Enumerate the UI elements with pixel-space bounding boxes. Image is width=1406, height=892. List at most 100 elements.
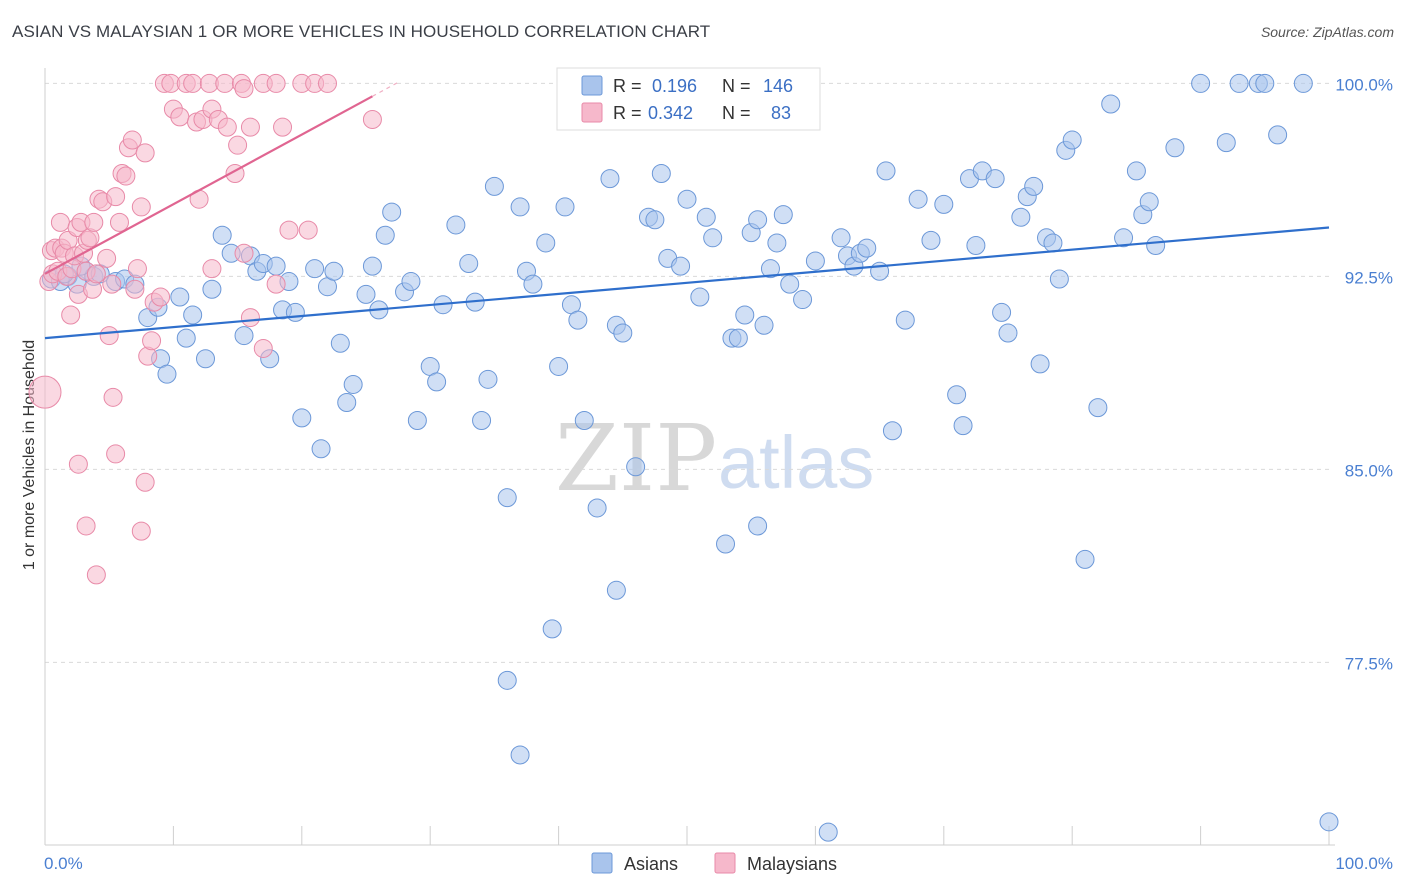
malay-point-22 xyxy=(84,212,104,232)
asian-point-102 xyxy=(876,161,896,181)
malay-point-36 xyxy=(127,259,147,279)
asian-point-55 xyxy=(478,369,498,389)
asian-point-72 xyxy=(626,457,646,477)
asian-point-60 xyxy=(523,274,543,294)
asian-point-28 xyxy=(266,256,286,276)
asian-point-74 xyxy=(645,210,665,230)
asian-point-140 xyxy=(1319,812,1339,832)
malay-point-55 xyxy=(215,73,235,93)
asian-point-34 xyxy=(311,439,331,459)
asian-point-127 xyxy=(1101,94,1121,114)
chart-title: ASIAN VS MALAYSIAN 1 OR MORE VEHICLES IN… xyxy=(12,22,711,41)
asian-point-32 xyxy=(292,408,312,428)
x-tick-label-max: 100.0% xyxy=(1335,854,1393,873)
malay-point-70 xyxy=(106,444,126,464)
y-tick-label-2: 92.5% xyxy=(1345,268,1393,287)
malay-point-48 xyxy=(183,73,203,93)
bottom-legend-malay-label: Malaysians xyxy=(747,854,837,874)
y-tick-label-0: 77.5% xyxy=(1345,654,1393,673)
asian-point-92 xyxy=(780,274,800,294)
asian-point-105 xyxy=(908,189,928,209)
legend-asian-r-value: 0.196 xyxy=(652,76,697,96)
asian-point-84 xyxy=(728,328,748,348)
asian-point-78 xyxy=(677,189,697,209)
asian-point-33 xyxy=(305,259,325,279)
asian-point-21 xyxy=(212,225,232,245)
malay-point-74 xyxy=(135,472,155,492)
malay-point-76 xyxy=(202,259,222,279)
malay-point-29 xyxy=(106,187,126,207)
malay-point-60 xyxy=(234,79,254,99)
asian-point-141 xyxy=(1268,125,1288,145)
malay-point-80 xyxy=(266,274,286,294)
x-tick-label-min: 0.0% xyxy=(44,854,83,873)
asian-point-54 xyxy=(472,410,492,430)
asian-point-41 xyxy=(362,256,382,276)
asian-point-56 xyxy=(484,176,504,196)
asian-point-44 xyxy=(382,202,402,222)
malay-point-35 xyxy=(125,279,145,299)
bottom-legend-malay-swatch xyxy=(714,852,736,874)
malay-point-63 xyxy=(266,73,286,93)
asian-point-118 xyxy=(1024,176,1044,196)
asian-point-122 xyxy=(1049,269,1069,289)
asian-point-142 xyxy=(748,516,768,536)
asian-point-126 xyxy=(1088,398,1108,418)
asian-point-143 xyxy=(497,670,517,690)
asian-point-119 xyxy=(1030,354,1050,374)
asian-point-23 xyxy=(234,326,254,346)
malay-point-23 xyxy=(86,264,106,284)
asian-point-19 xyxy=(196,349,215,369)
asian-point-49 xyxy=(427,372,447,392)
asian-point-96 xyxy=(831,228,851,248)
series-legend: Asians Malaysians xyxy=(591,852,837,874)
legend-malay-r-label: R = xyxy=(613,103,642,123)
asian-point-51 xyxy=(446,215,466,235)
axes xyxy=(44,68,1335,846)
asian-point-133 xyxy=(1165,138,1185,158)
asian-point-108 xyxy=(947,385,967,405)
bottom-legend-asian-swatch xyxy=(591,852,613,874)
asian-point-145 xyxy=(542,619,562,639)
asian-point-40 xyxy=(356,284,376,304)
asian-point-36 xyxy=(324,261,344,281)
malay-point-77 xyxy=(234,243,254,263)
legend-malay-swatch xyxy=(581,102,603,123)
asian-point-90 xyxy=(767,233,787,253)
legend-asian-n-value: 146 xyxy=(763,76,793,96)
asian-point-37 xyxy=(330,333,350,353)
malay-point-72 xyxy=(76,516,96,536)
asian-trend-line xyxy=(44,226,1330,340)
malay-point-65 xyxy=(279,220,299,240)
asian-point-52 xyxy=(459,254,479,274)
malay-trend-extension xyxy=(372,81,399,97)
asian-point-82 xyxy=(716,534,736,554)
malay-point-37 xyxy=(131,197,151,217)
asian-point-14 xyxy=(157,364,177,384)
asian-point-128 xyxy=(1114,228,1134,248)
asian-point-129 xyxy=(1126,161,1146,181)
asian-point-104 xyxy=(895,310,915,330)
malay-point-32 xyxy=(116,166,136,186)
asian-point-79 xyxy=(690,287,710,307)
malay-point-69 xyxy=(103,387,123,407)
asian-point-31 xyxy=(285,302,305,322)
asian-point-139 xyxy=(1293,73,1313,93)
asian-point-95 xyxy=(818,822,838,842)
x-ticks xyxy=(44,826,1330,845)
asian-point-125 xyxy=(1075,549,1095,569)
asian-point-20 xyxy=(202,279,222,299)
asian-point-46 xyxy=(401,272,421,292)
malay-point-11 xyxy=(61,305,81,325)
asian-point-38 xyxy=(337,392,357,412)
malay-point-56 xyxy=(217,117,237,137)
malay-point-46 xyxy=(170,107,190,127)
malay-point-79 xyxy=(253,338,273,358)
malay-point-38 xyxy=(135,143,155,163)
asian-point-16 xyxy=(170,287,190,307)
asian-point-68 xyxy=(600,169,620,189)
malay-point-73 xyxy=(131,521,151,541)
asian-point-109 xyxy=(953,416,973,436)
asian-point-106 xyxy=(921,230,941,250)
